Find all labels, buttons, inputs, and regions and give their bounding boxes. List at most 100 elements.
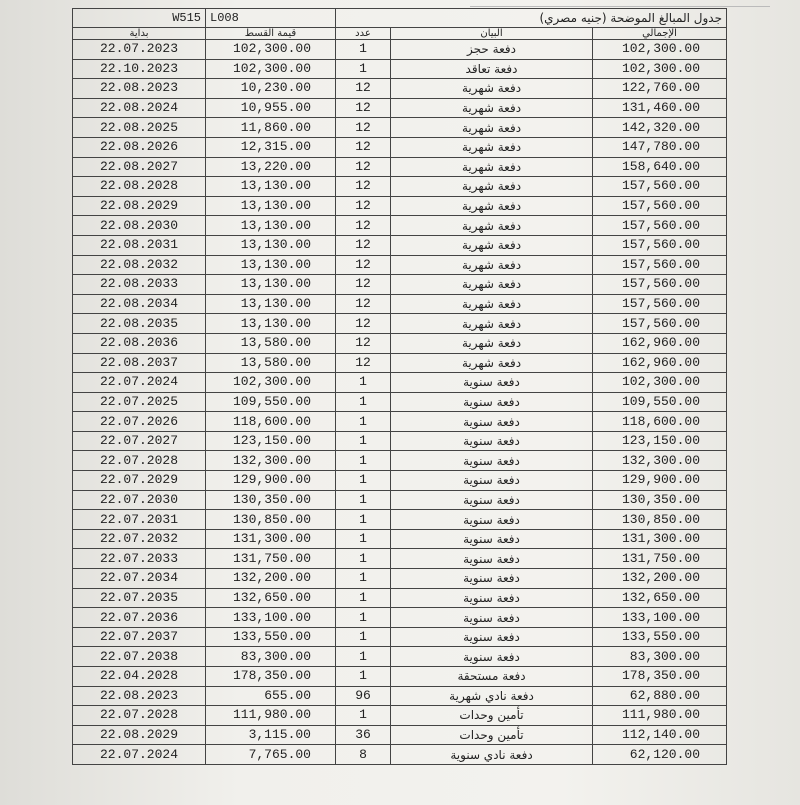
description: دفعة شهرية [390,332,593,354]
count: 1 [335,411,391,432]
count: 8 [335,744,391,765]
total: 123,150.00 [591,430,728,452]
count: 1 [335,705,391,726]
start-date: 22.08.2032 [72,254,206,276]
description: تأمين وحدات [390,705,593,726]
table-row: 22.08.2027 13,220.00 12 دفعة شهرية 158,640.0… [72,156,728,178]
description: دفعة سنوية [390,568,593,589]
count: 12 [335,78,391,99]
column-header-row: بداية قيمة القسط عدد البيان الإجمالي [72,27,728,40]
installment-value: 109,550.00 [205,391,336,413]
total: 132,300.00 [591,450,728,472]
description: دفعة سنوية [390,587,593,609]
total: 109,550.00 [591,391,728,413]
table-row: 22.07.2033 131,750.00 1 دفعة سنوية 131,750.0… [72,548,728,570]
installment-value: 118,600.00 [205,411,336,432]
count: 1 [335,626,391,648]
description: تأمين وحدات [390,724,593,746]
installment-value: 13,580.00 [205,352,336,374]
installment-value: 133,550.00 [205,626,336,648]
description: دفعة شهرية [390,176,593,197]
table-row: 22.08.2029 3,115.00 36 تأمين وحدات 112,140.0… [72,724,728,746]
start-date: 22.08.2035 [72,313,206,334]
installment-value: 13,130.00 [205,234,336,256]
start-date: 22.04.2028 [72,666,206,687]
column-header: قيمة القسط [205,27,336,40]
total: 102,300.00 [591,372,728,393]
count: 1 [335,470,391,491]
installment-value: 123,150.00 [205,430,336,452]
table-row: 22.08.2028 13,130.00 12 دفعة شهرية 157,560.0… [72,176,728,197]
start-date: 22.07.2037 [72,626,206,648]
start-date: 22.07.2036 [72,607,206,628]
count: 1 [335,450,391,472]
column-header: عدد [335,27,391,40]
count: 12 [335,156,391,178]
table-row: 22.07.2023 102,300.00 1 دفعة حجز 102,300.00 [72,39,728,60]
table-row: 22.07.2028 111,980.00 1 تأمين وحدات 111,980.… [72,705,728,726]
total: 132,200.00 [591,568,728,589]
installment-value: 133,100.00 [205,607,336,628]
header-code: W515 [72,8,206,28]
start-date: 22.10.2023 [72,58,206,80]
count: 1 [335,489,391,511]
start-date: 22.08.2036 [72,332,206,354]
description: دفعة شهرية [390,117,593,138]
count: 12 [335,136,391,158]
start-date: 22.08.2023 [72,685,206,707]
description: دفعة شهرية [390,293,593,315]
count: 12 [335,352,391,374]
start-date: 22.07.2028 [72,450,206,472]
installment-value: 132,300.00 [205,450,336,472]
table-row: 22.08.2025 11,860.00 12 دفعة شهرية 142,320.0… [72,117,728,138]
total: 158,640.00 [591,156,728,178]
table-row: 22.04.2028 178,350.00 1 دفعة مستحقة 178,350.… [72,666,728,687]
installment-value: 13,130.00 [205,195,336,217]
description: دفعة شهرية [390,352,593,374]
start-date: 22.08.2025 [72,117,206,138]
total: 157,560.00 [591,274,728,295]
start-date: 22.07.2034 [72,568,206,589]
installment-value: 132,650.00 [205,587,336,609]
description: دفعة تعاقد [390,58,593,80]
start-date: 22.07.2031 [72,509,206,530]
table-row: 22.07.2031 130,850.00 1 دفعة سنوية 130,850.0… [72,509,728,530]
total: 102,300.00 [591,39,728,60]
table-row: 22.07.2030 130,350.00 1 دفعة سنوية 130,350.0… [72,489,728,511]
description: دفعة سنوية [390,450,593,472]
total: 131,300.00 [591,528,728,550]
description: دفعة حجز [390,39,593,60]
installment-value: 129,900.00 [205,470,336,491]
table-row: 22.07.2034 132,200.00 1 دفعة سنوية 132,200.0… [72,568,728,589]
table-row: 22.07.2038 83,300.00 1 دفعة سنوية 83,300.00 [72,646,728,667]
count: 96 [335,685,391,707]
table-row: 22.07.2035 132,650.00 1 دفعة سنوية 132,650.0… [72,587,728,609]
table-row: 22.08.2036 13,580.00 12 دفعة شهرية 162,960.0… [72,332,728,354]
description: دفعة سنوية [390,607,593,628]
description: دفعة شهرية [390,136,593,158]
total: 142,320.00 [591,117,728,138]
table-row: 22.08.2029 13,130.00 12 دفعة شهرية 157,560.0… [72,195,728,217]
total: 162,960.00 [591,352,728,374]
start-date: 22.08.2034 [72,293,206,315]
start-date: 22.08.2029 [72,195,206,217]
total: 132,650.00 [591,587,728,609]
table-row: 22.07.2037 133,550.00 1 دفعة سنوية 133,550.0… [72,626,728,648]
total: 111,980.00 [591,705,728,726]
total: 133,100.00 [591,607,728,628]
table-row: 22.08.2026 12,315.00 12 دفعة شهرية 147,780.0… [72,136,728,158]
description: دفعة سنوية [390,528,593,550]
column-header: الإجمالي [591,27,728,40]
start-date: 22.07.2024 [72,744,206,765]
count: 1 [335,391,391,413]
installment-value: 13,130.00 [205,254,336,276]
table-row: 22.08.2037 13,580.00 12 دفعة شهرية 162,960.0… [72,352,728,374]
description: دفعة نادي شهرية [390,685,593,707]
total: 157,560.00 [591,254,728,276]
description: دفعة شهرية [390,215,593,236]
total: 83,300.00 [591,646,728,667]
description: دفعة سنوية [390,470,593,491]
installment-value: 102,300.00 [205,39,336,60]
total: 62,120.00 [591,744,728,765]
